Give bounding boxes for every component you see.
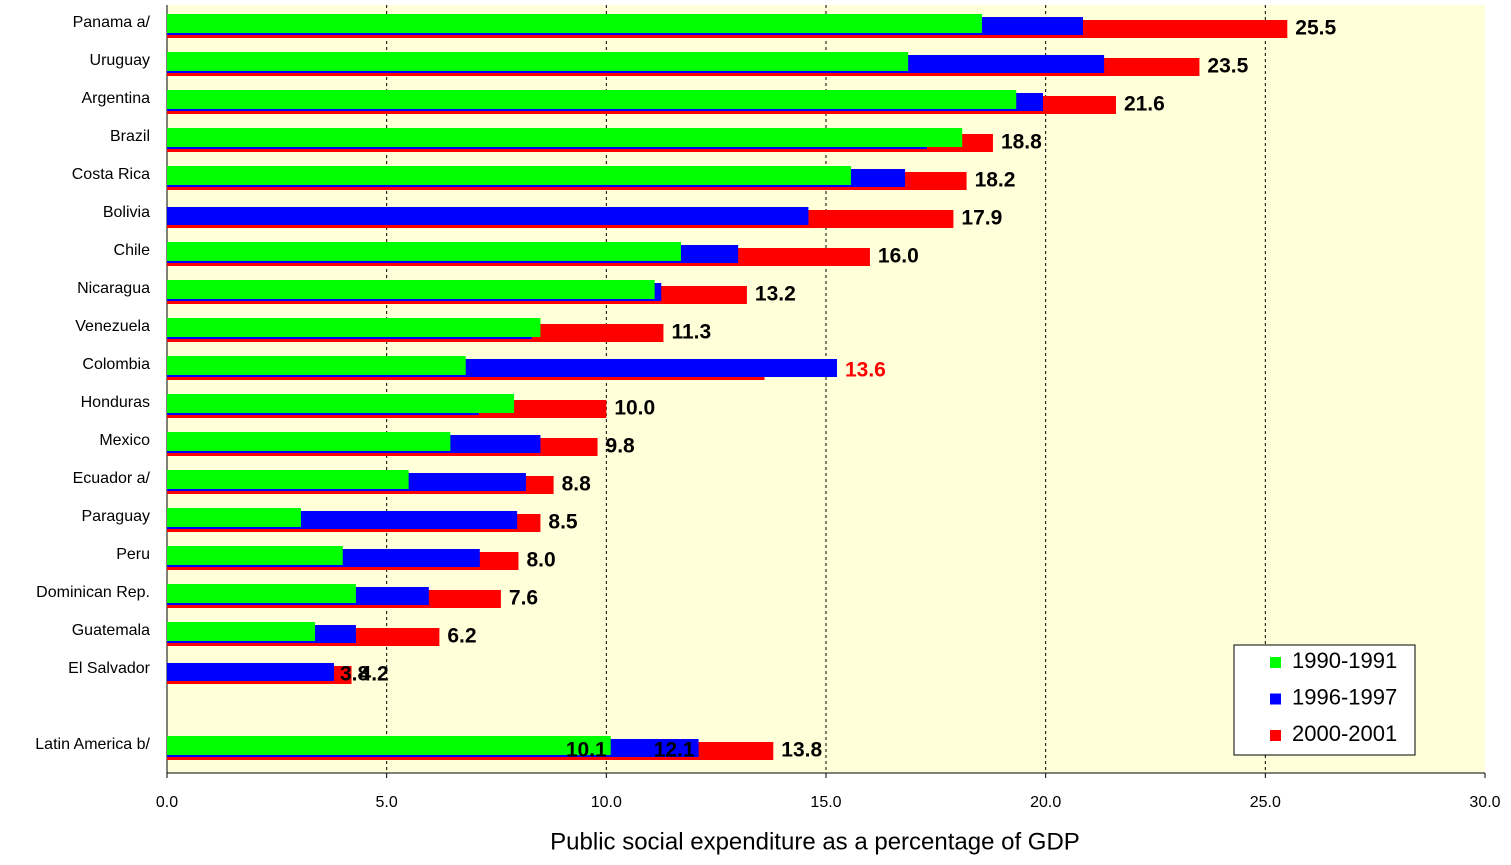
y-tick-label: Bolivia xyxy=(103,204,150,221)
data-label: 6.2 xyxy=(447,625,476,648)
x-tick-label: 15.0 xyxy=(810,794,841,811)
legend-box xyxy=(1233,644,1416,756)
y-tick-label: Brazil xyxy=(110,128,150,145)
data-label: 25.5 xyxy=(1295,17,1336,40)
y-tick-label: Mexico xyxy=(99,432,150,449)
legend-label: 2000-2001 xyxy=(1292,721,1397,746)
y-tick-label: Honduras xyxy=(81,394,150,411)
data-label: 23.5 xyxy=(1207,55,1248,78)
bar xyxy=(167,128,963,147)
x-tick-label: 20.0 xyxy=(1030,794,1061,811)
x-tick-label: 25.0 xyxy=(1250,794,1281,811)
legend-swatch xyxy=(1270,730,1281,741)
legend-swatch xyxy=(1270,693,1281,705)
bar xyxy=(167,14,982,33)
bar xyxy=(167,584,356,603)
data-label: 13.6 xyxy=(845,359,886,382)
data-label: 8.5 xyxy=(548,511,578,534)
bar xyxy=(167,736,611,755)
bar xyxy=(167,52,909,71)
y-tick-label: Dominican Rep. xyxy=(36,584,150,601)
bar xyxy=(167,207,809,225)
bar xyxy=(167,280,655,299)
y-tick-label: Ecuador a/ xyxy=(73,470,151,487)
bar xyxy=(167,356,466,375)
y-tick-label: Venezuela xyxy=(75,318,150,335)
data-label: 3.8 xyxy=(340,663,370,686)
data-label: 8.0 xyxy=(526,549,555,572)
data-label: 9.8 xyxy=(606,435,636,458)
data-label: 18.8 xyxy=(1001,131,1042,154)
y-tick-label: Chile xyxy=(114,242,151,259)
data-label: 10.0 xyxy=(614,397,655,420)
y-tick-label: Argentina xyxy=(82,90,151,107)
y-tick-label: Colombia xyxy=(82,356,150,373)
x-tick-label: 30.0 xyxy=(1469,794,1500,811)
bar xyxy=(167,622,316,641)
y-tick-label: Latin America b/ xyxy=(35,736,150,753)
y-tick-label: Paraguay xyxy=(82,508,151,525)
y-tick-label: Costa Rica xyxy=(72,166,150,183)
legend-label: 1990-1991 xyxy=(1292,648,1397,673)
legend-label: 1996-1997 xyxy=(1292,684,1397,709)
x-tick-label: 10.0 xyxy=(591,794,622,811)
y-tick-label: Guatemala xyxy=(72,622,150,639)
data-label: 17.9 xyxy=(961,207,1002,230)
bar xyxy=(167,508,301,527)
bar xyxy=(167,663,334,681)
bar xyxy=(167,242,682,261)
x-tick-label: 5.0 xyxy=(376,794,398,811)
bar xyxy=(167,318,541,337)
y-tick-label: Nicaragua xyxy=(77,280,150,297)
data-label: 21.6 xyxy=(1124,93,1165,116)
data-label: 13.2 xyxy=(755,283,796,306)
data-label: 16.0 xyxy=(878,245,919,268)
data-label: 12.1 xyxy=(654,739,695,762)
x-axis-title: Public social expenditure as a percentag… xyxy=(550,828,1080,855)
y-tick-label: El Salvador xyxy=(68,660,150,677)
y-tick-label: Panama a/ xyxy=(73,14,151,31)
data-label: 18.2 xyxy=(975,169,1016,192)
data-label: 11.3 xyxy=(671,321,711,344)
y-tick-label: Uruguay xyxy=(90,52,150,69)
data-label: 10.1 xyxy=(566,739,607,762)
legend-swatch xyxy=(1270,657,1281,668)
bar xyxy=(167,394,515,413)
bar xyxy=(167,166,852,185)
y-tick-label: Peru xyxy=(116,546,150,563)
data-label: 4.2 xyxy=(360,663,389,686)
x-tick-label: 0.0 xyxy=(156,794,178,811)
data-label: 8.8 xyxy=(562,473,592,496)
bar xyxy=(167,90,1017,109)
data-label: 13.8 xyxy=(781,739,822,762)
bar xyxy=(167,470,409,489)
bar xyxy=(167,432,451,451)
bar xyxy=(167,546,343,565)
data-label: 7.6 xyxy=(509,587,538,610)
